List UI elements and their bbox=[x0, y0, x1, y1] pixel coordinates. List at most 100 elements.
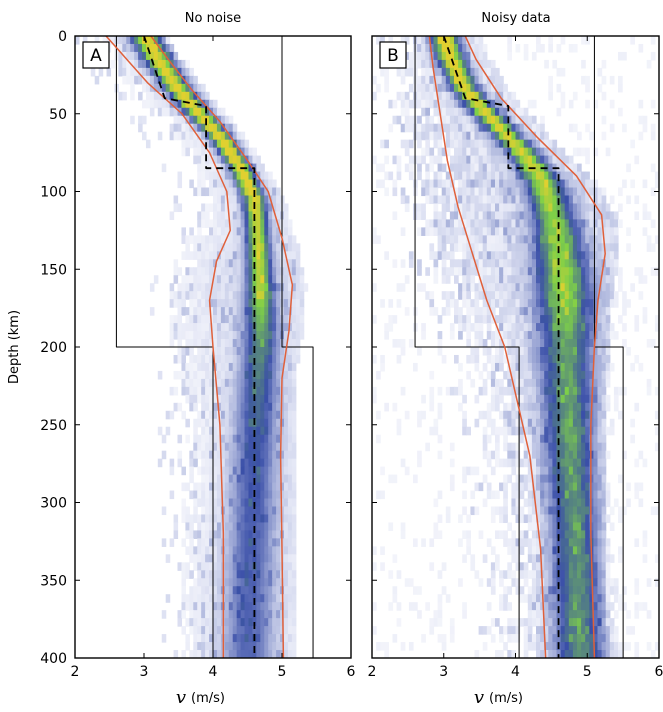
density-cell bbox=[441, 634, 447, 643]
density-cell bbox=[232, 378, 238, 388]
density-cell bbox=[445, 386, 451, 396]
density-cell bbox=[536, 331, 541, 340]
density-cell bbox=[193, 283, 198, 292]
density-cell bbox=[601, 466, 607, 476]
density-cell bbox=[593, 498, 599, 508]
density-cell bbox=[499, 410, 504, 420]
density-cell bbox=[613, 626, 619, 635]
density-cell bbox=[224, 171, 230, 181]
density-cell bbox=[228, 514, 234, 524]
density-cell bbox=[589, 219, 594, 228]
density-cell bbox=[445, 83, 451, 93]
density-cell bbox=[220, 458, 226, 468]
density-cell bbox=[248, 586, 254, 595]
density-cell bbox=[560, 562, 566, 571]
density-cell bbox=[425, 99, 430, 109]
density-cell bbox=[232, 594, 238, 603]
density-cell bbox=[560, 99, 566, 109]
density-cell bbox=[197, 339, 202, 348]
density-cell bbox=[515, 386, 521, 396]
density-cell bbox=[568, 291, 574, 300]
density-cell bbox=[466, 123, 471, 133]
density-cell bbox=[552, 370, 558, 380]
density-cell bbox=[503, 147, 508, 157]
density-cell bbox=[429, 219, 435, 228]
density-cell bbox=[470, 490, 476, 500]
density-cell bbox=[536, 610, 541, 619]
density-cell bbox=[454, 115, 459, 125]
density-cell bbox=[585, 75, 590, 85]
density-cell bbox=[589, 426, 594, 436]
density-cell bbox=[564, 339, 570, 348]
density-cell bbox=[482, 83, 488, 93]
density-cell bbox=[523, 650, 529, 658]
density-cell bbox=[499, 163, 504, 173]
density-cell bbox=[482, 362, 488, 372]
density-cell bbox=[560, 378, 566, 388]
density-cell bbox=[650, 163, 656, 173]
panel-a-lines bbox=[105, 36, 314, 658]
density-cell bbox=[240, 594, 246, 603]
density-cell bbox=[189, 618, 194, 627]
density-cell bbox=[548, 474, 553, 484]
density-cell bbox=[540, 426, 545, 436]
density-cell bbox=[213, 386, 218, 396]
density-cell bbox=[593, 538, 599, 547]
density-cell bbox=[417, 410, 422, 420]
density-cell bbox=[209, 275, 214, 284]
density-cell bbox=[593, 402, 599, 412]
density-cell bbox=[213, 402, 218, 412]
density-cell bbox=[248, 626, 254, 635]
density-cell bbox=[511, 498, 517, 508]
density-cell bbox=[499, 139, 504, 149]
density-cell bbox=[213, 426, 218, 436]
density-cell bbox=[527, 155, 533, 165]
density-cell bbox=[544, 618, 549, 627]
density-cell bbox=[568, 458, 574, 468]
density-cell bbox=[646, 59, 652, 69]
density-cell bbox=[240, 434, 246, 444]
density-cell bbox=[478, 315, 484, 324]
density-cell bbox=[581, 147, 586, 157]
density-cell bbox=[540, 131, 545, 141]
density-cell bbox=[441, 99, 447, 109]
density-cell bbox=[209, 514, 214, 524]
density-cell bbox=[577, 594, 582, 603]
density-cell bbox=[248, 323, 254, 332]
density-cell bbox=[572, 602, 578, 611]
density-cell bbox=[478, 331, 484, 340]
density-cell bbox=[232, 530, 238, 539]
density-cell bbox=[287, 634, 293, 643]
density-cell bbox=[548, 347, 553, 356]
density-cell bbox=[507, 347, 512, 356]
density-cell bbox=[149, 43, 155, 53]
density-cell bbox=[503, 331, 508, 340]
density-cell bbox=[228, 243, 234, 252]
density-cell bbox=[519, 179, 525, 189]
density-cell bbox=[577, 147, 582, 157]
density-cell bbox=[503, 91, 508, 101]
density-cell bbox=[474, 155, 480, 165]
density-cell bbox=[618, 83, 623, 93]
density-cell bbox=[548, 203, 553, 213]
density-cell bbox=[577, 179, 582, 189]
density-cell bbox=[577, 410, 582, 420]
density-cell bbox=[181, 538, 186, 547]
density-cell bbox=[213, 626, 218, 635]
density-cell bbox=[531, 602, 537, 611]
density-cell bbox=[548, 139, 553, 149]
density-cell bbox=[75, 36, 80, 45]
density-cell bbox=[531, 283, 537, 292]
density-cell bbox=[213, 163, 218, 173]
density-cell bbox=[276, 466, 281, 476]
density-cell bbox=[519, 155, 525, 165]
density-cell bbox=[181, 514, 186, 524]
density-cell bbox=[515, 626, 521, 635]
density-cell bbox=[404, 67, 410, 77]
density-cell bbox=[232, 171, 238, 181]
density-cell bbox=[527, 554, 533, 563]
density-cell bbox=[519, 362, 525, 372]
density-cell bbox=[299, 315, 305, 324]
density-cell bbox=[499, 203, 504, 213]
density-cell bbox=[272, 370, 277, 380]
